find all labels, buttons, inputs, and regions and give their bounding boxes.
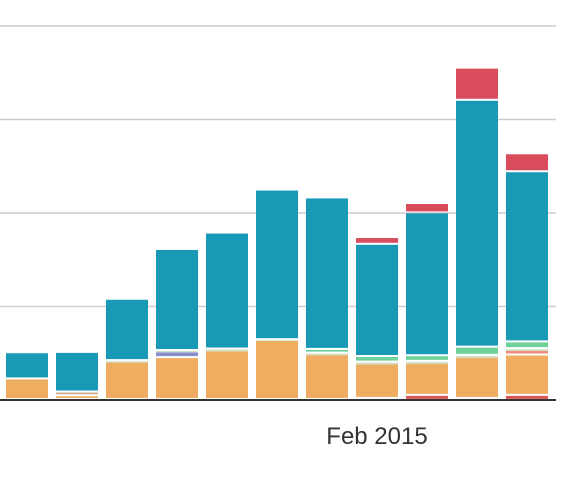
bar-segment[interactable] <box>506 342 548 348</box>
bar-segment[interactable] <box>406 356 448 360</box>
bar-stack[interactable] <box>456 68 498 400</box>
bar-segment[interactable] <box>206 233 248 348</box>
bar-segment[interactable] <box>256 340 298 341</box>
bar-segment[interactable] <box>106 299 148 360</box>
bar-segment[interactable] <box>306 198 348 348</box>
bar-segment[interactable] <box>506 172 548 341</box>
bar-segment[interactable] <box>456 357 498 397</box>
bar-segment[interactable] <box>406 361 448 364</box>
bar-segment[interactable] <box>206 349 248 352</box>
bar-segment[interactable] <box>6 379 48 398</box>
bar-segment[interactable] <box>206 351 248 398</box>
bar-segment[interactable] <box>156 250 198 350</box>
bar-stack[interactable] <box>306 198 348 398</box>
bar-segment[interactable] <box>406 204 448 212</box>
x-tick-labels: Feb 2015 <box>326 423 427 450</box>
bar-segment[interactable] <box>456 355 498 358</box>
bar-segment[interactable] <box>306 353 348 356</box>
bar-segment[interactable] <box>106 361 148 363</box>
x-tick-label: Feb 2015 <box>326 423 427 450</box>
bar-segment[interactable] <box>156 358 198 398</box>
bar-segment[interactable] <box>356 244 398 355</box>
bar-stack[interactable] <box>356 238 398 400</box>
bar-segment[interactable] <box>406 213 448 355</box>
bar-stack[interactable] <box>6 353 48 398</box>
bar-segment[interactable] <box>506 355 548 394</box>
bar-segment[interactable] <box>406 395 448 399</box>
bar-stacks <box>6 68 548 400</box>
bar-stack[interactable] <box>256 190 298 398</box>
bar-segment[interactable] <box>506 351 548 354</box>
bar-segment[interactable] <box>256 190 298 339</box>
bar-segment[interactable] <box>506 154 548 171</box>
bar-segment[interactable] <box>56 396 98 398</box>
bar-segment[interactable] <box>406 363 448 394</box>
bar-stack[interactable] <box>56 352 98 398</box>
bar-segment[interactable] <box>306 349 348 352</box>
bar-stack[interactable] <box>156 250 198 398</box>
bar-segment[interactable] <box>456 100 498 346</box>
bar-stack[interactable] <box>506 154 548 400</box>
bar-segment[interactable] <box>156 351 198 353</box>
bar-stack[interactable] <box>106 299 148 398</box>
bar-segment[interactable] <box>56 352 98 391</box>
bar-segment[interactable] <box>456 68 498 99</box>
bar-segment[interactable] <box>356 362 398 365</box>
bar-segment[interactable] <box>356 238 398 243</box>
bar-stack[interactable] <box>406 204 448 400</box>
bar-segment[interactable] <box>456 347 498 354</box>
bar-segment[interactable] <box>356 356 398 361</box>
bar-segment[interactable] <box>6 353 48 378</box>
bar-segment[interactable] <box>506 349 548 352</box>
bar-segment[interactable] <box>506 395 548 399</box>
bar-segment[interactable] <box>306 355 348 398</box>
bar-segment[interactable] <box>56 392 98 395</box>
bar-segment[interactable] <box>156 352 198 357</box>
bar-segment[interactable] <box>256 340 298 398</box>
bar-stack[interactable] <box>206 233 248 398</box>
bar-segment[interactable] <box>356 364 398 397</box>
bar-segment[interactable] <box>106 362 148 398</box>
